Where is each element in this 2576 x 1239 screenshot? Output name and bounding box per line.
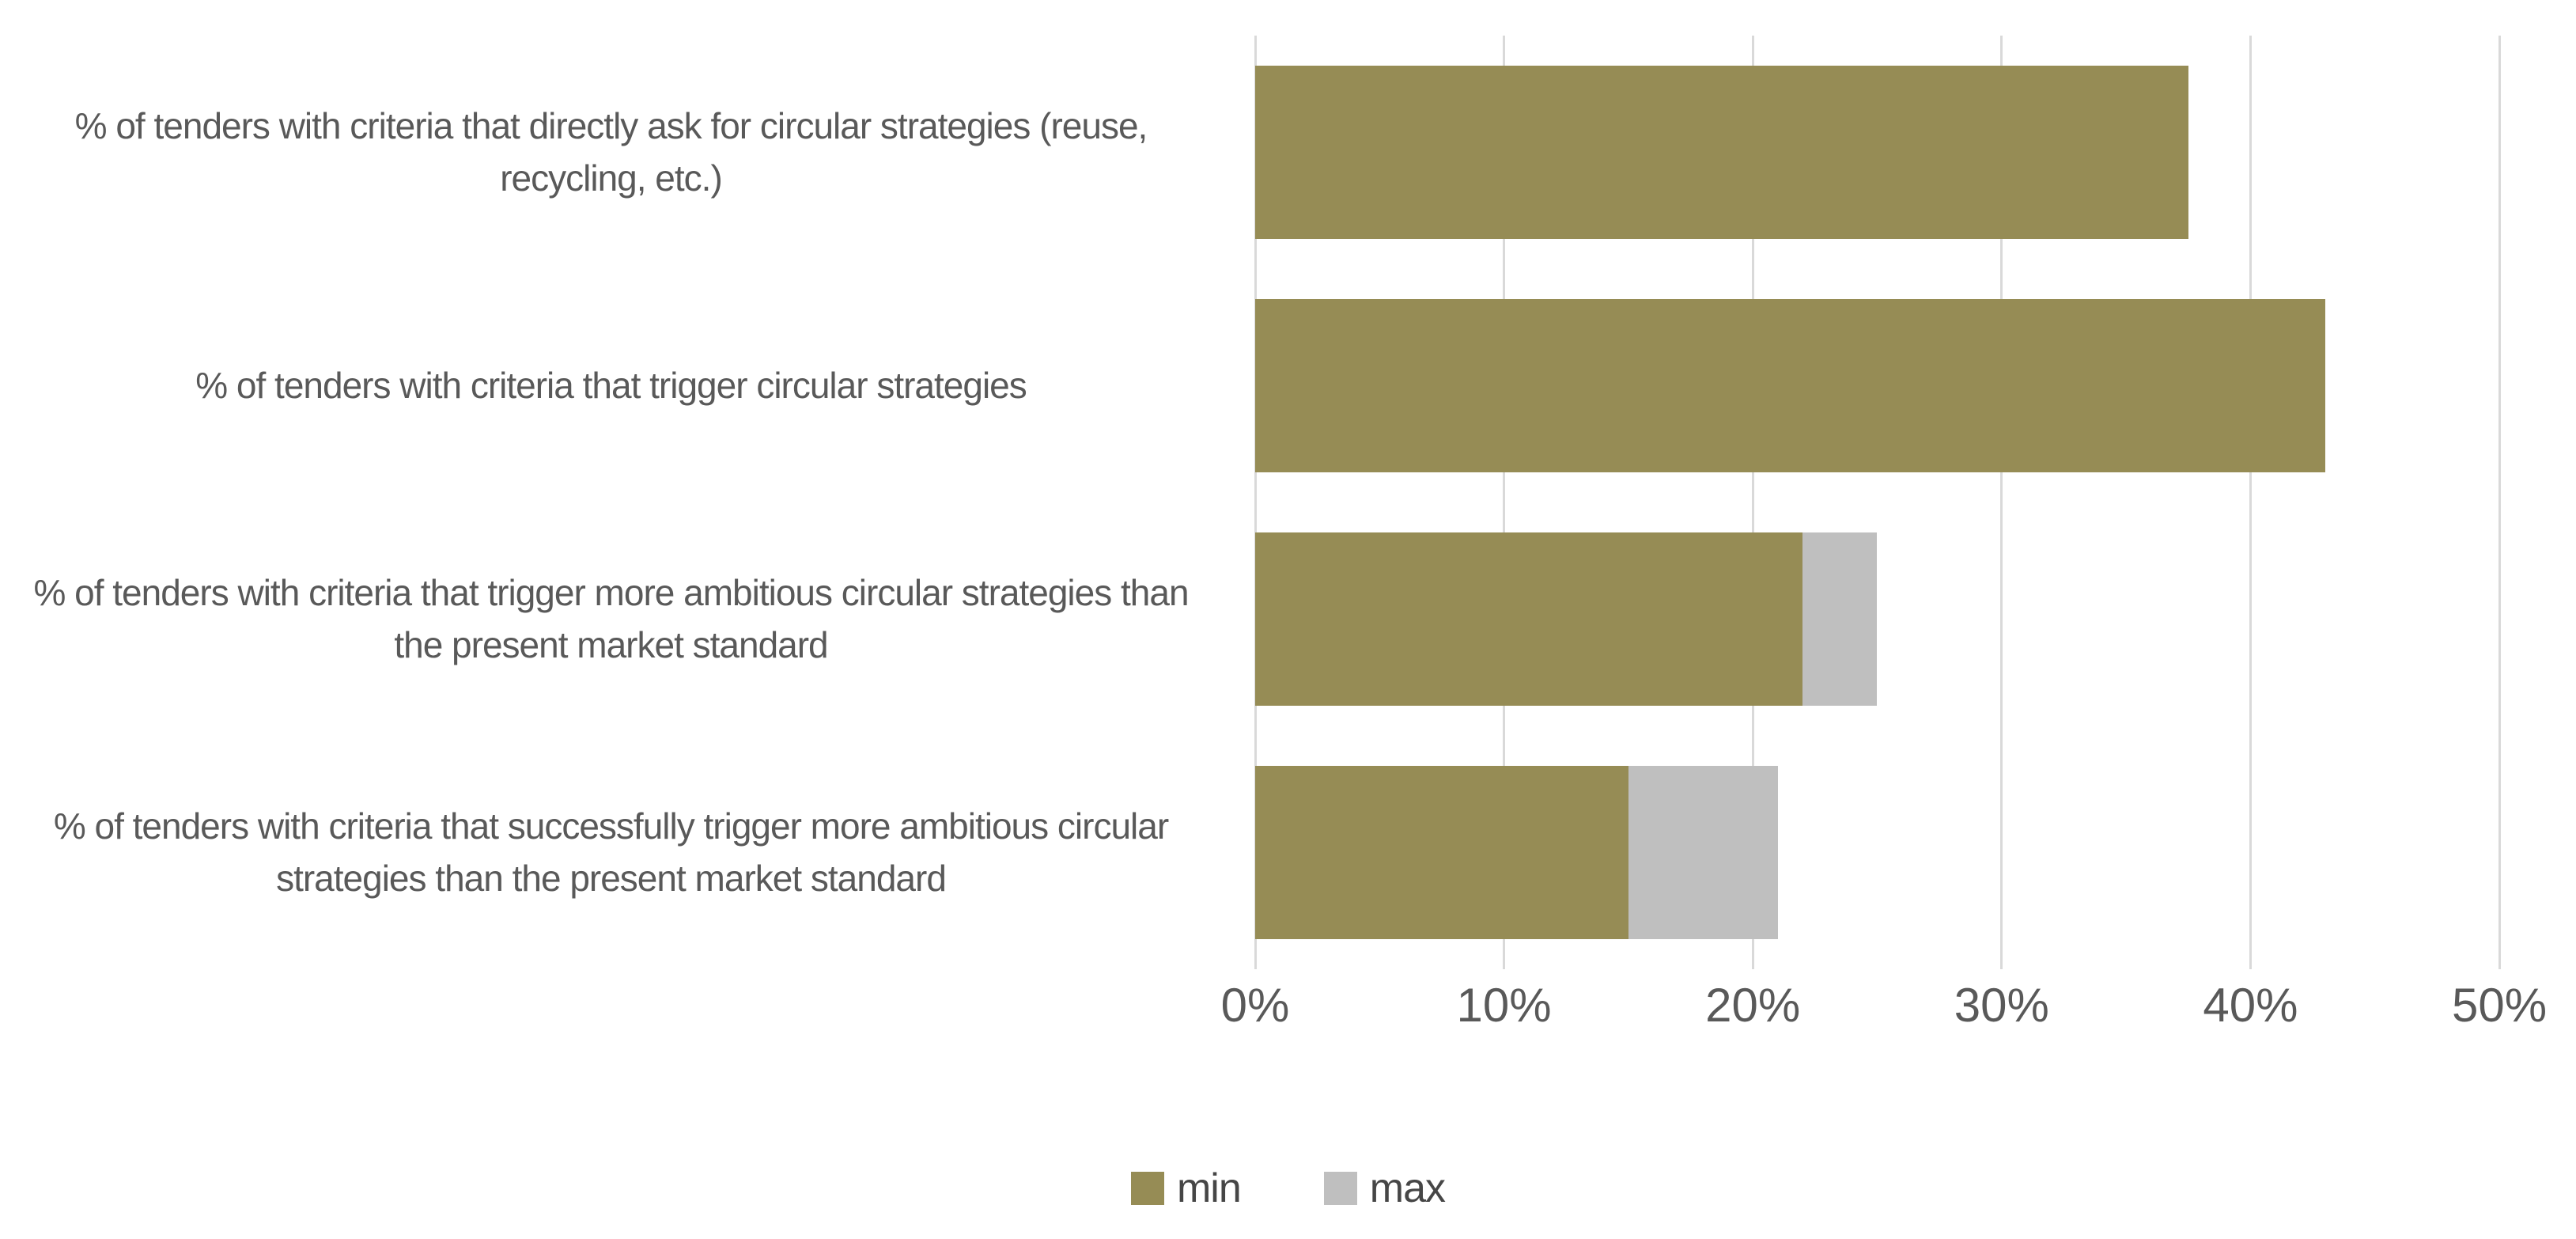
bar-min-segment: [1255, 766, 1628, 939]
category-label: % of tenders with criteria that trigger …: [195, 364, 1027, 406]
bar-max-segment: [1628, 766, 1778, 939]
gridline: [1751, 36, 1754, 969]
gridline: [1503, 36, 1506, 969]
x-tick-label: 20%: [1705, 979, 1801, 1032]
legend-item-min: min: [1130, 1165, 1242, 1212]
category-label: % of tenders with criteria that successf…: [53, 805, 1169, 899]
legend-label-max: max: [1369, 1165, 1446, 1211]
category-label: % of tenders with criteria that directly…: [74, 105, 1148, 199]
x-tick-label: 10%: [1456, 979, 1552, 1032]
bar-max-segment: [1802, 532, 1878, 706]
category-label: % of tenders with criteria that trigger …: [33, 572, 1189, 665]
legend-item-max: max: [1323, 1165, 1446, 1212]
gridline: [1254, 36, 1257, 969]
x-tick-label: 40%: [2203, 979, 2298, 1032]
max-swatch-icon: [1323, 1172, 1357, 1205]
gridline: [2000, 36, 2003, 969]
bar-min-segment: [1255, 532, 1803, 706]
gridline: [2498, 36, 2501, 969]
bar-min-segment: [1255, 66, 2188, 239]
min-swatch-icon: [1130, 1172, 1164, 1205]
legend-label-min: min: [1176, 1165, 1242, 1211]
gridline: [2249, 36, 2252, 969]
x-tick-label: 0%: [1220, 979, 1290, 1032]
bar-min-segment: [1255, 299, 2325, 472]
legend: min max: [0, 1165, 2576, 1212]
x-tick-label: 50%: [2451, 979, 2548, 1032]
x-tick-label: 30%: [1954, 979, 2049, 1032]
